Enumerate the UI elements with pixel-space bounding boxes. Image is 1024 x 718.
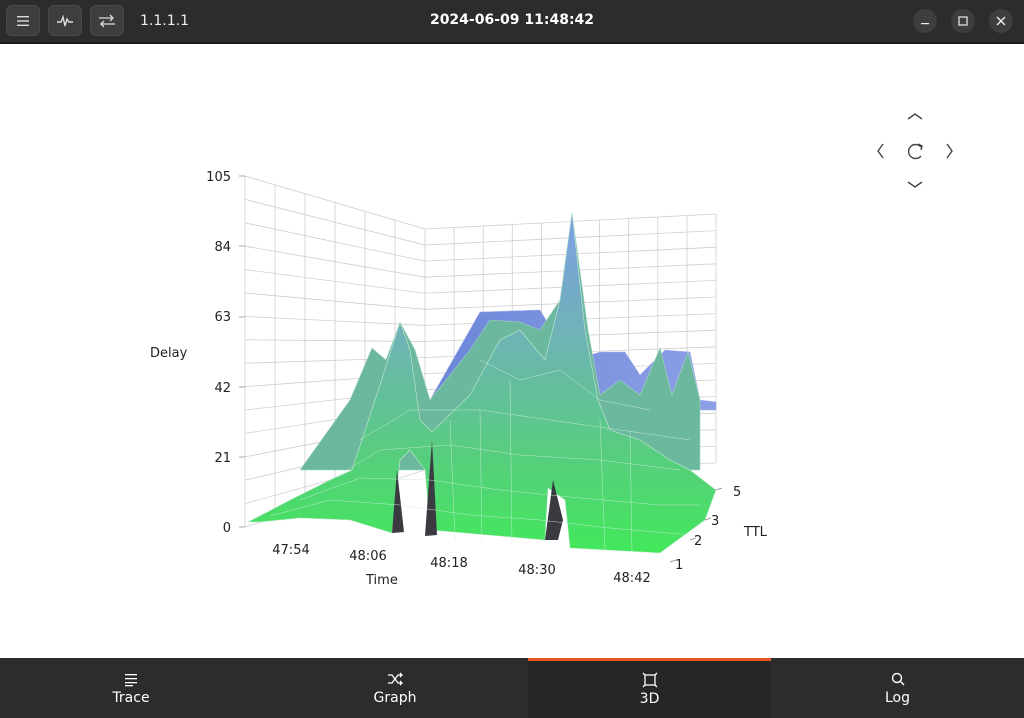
- x-axis-label: Time: [365, 573, 398, 588]
- host-label: 1.1.1.1: [140, 13, 189, 29]
- close-icon: [996, 16, 1006, 26]
- chart-area[interactable]: 105 84 63 42 21 0 47:54 48:06 48:18 48:3…: [0, 46, 1024, 658]
- y-tick: 42: [214, 381, 231, 396]
- z-tick: 2: [694, 534, 702, 549]
- maximize-button[interactable]: [951, 9, 975, 33]
- trace-route-icon: [57, 14, 73, 26]
- z-axis-label: TTL: [743, 525, 768, 540]
- y-tick: 105: [206, 170, 231, 185]
- x-tick: 48:42: [613, 571, 650, 586]
- tab-3d[interactable]: 3D: [528, 658, 771, 718]
- title-bar: 1.1.1.1 2024-06-09 11:48:42: [0, 0, 1024, 44]
- grid-line: [244, 292, 717, 310]
- z-tick: 3: [711, 514, 719, 529]
- bottom-tab-bar: Trace Graph 3D Log: [0, 658, 1024, 718]
- grid-line: [244, 269, 717, 294]
- swap-icon: [99, 14, 115, 27]
- delay-surface: [247, 211, 717, 554]
- menu-button[interactable]: [6, 5, 40, 36]
- down-arrow-icon[interactable]: [907, 181, 923, 188]
- surface-gap: [425, 440, 437, 536]
- surface-gap: [392, 470, 404, 533]
- tab-label: Graph: [373, 689, 417, 706]
- swap-button[interactable]: [90, 5, 124, 36]
- x-tick: 48:06: [349, 549, 386, 564]
- menu-icon: [17, 15, 29, 26]
- z-tick: 1: [675, 558, 683, 573]
- trace-route-button[interactable]: [48, 5, 82, 36]
- tab-trace[interactable]: Trace: [0, 658, 262, 718]
- cube-icon: [642, 672, 657, 688]
- tab-label: Log: [884, 689, 910, 706]
- minimize-button[interactable]: [913, 9, 937, 33]
- left-arrow-icon[interactable]: [877, 143, 884, 159]
- window-title: 2024-06-09 11:48:42: [429, 12, 595, 28]
- reset-view-icon[interactable]: [907, 143, 922, 160]
- tab-label: Trace: [112, 689, 150, 706]
- y-tick: 21: [214, 451, 231, 466]
- tab-graph[interactable]: Graph: [262, 658, 528, 718]
- z-tick: 5: [733, 485, 741, 500]
- surface-gap: [545, 480, 563, 540]
- right-arrow-icon[interactable]: [946, 143, 953, 159]
- tab-log[interactable]: Log: [771, 658, 1024, 718]
- up-arrow-icon[interactable]: [907, 113, 923, 120]
- y-tick: 0: [223, 521, 231, 536]
- shuffle-icon: [388, 672, 403, 685]
- y-tick: 63: [214, 310, 231, 325]
- x-tick: 47:54: [272, 543, 309, 558]
- y-tick: 84: [214, 240, 231, 255]
- maximize-icon: [958, 16, 968, 26]
- list-icon: [125, 673, 137, 686]
- close-button[interactable]: [989, 9, 1013, 33]
- search-icon: [891, 672, 904, 685]
- x-tick: 48:30: [518, 563, 555, 578]
- surface-chart[interactable]: 105 84 63 42 21 0 47:54 48:06 48:18 48:3…: [0, 46, 1024, 658]
- minimize-icon: [921, 23, 929, 25]
- x-tick: 48:18: [430, 556, 467, 571]
- surface-ridge-front: [247, 211, 717, 554]
- tab-label: 3D: [639, 691, 660, 707]
- y-axis-label: Delay: [150, 346, 188, 361]
